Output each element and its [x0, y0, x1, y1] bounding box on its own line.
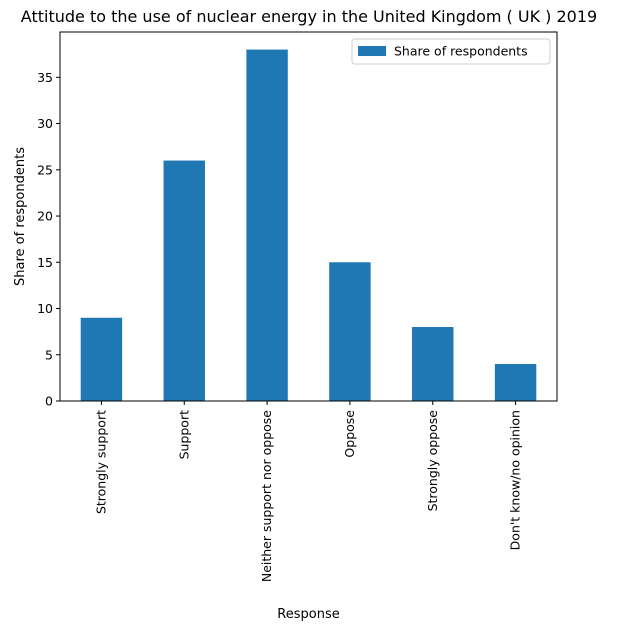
chart-title: Attitude to the use of nuclear energy in… [21, 7, 597, 26]
x-axis: Strongly support Support Neither support n… [93, 401, 523, 582]
plot-frame [59, 31, 558, 402]
bar-2 [246, 49, 288, 401]
y-axis-label: Share of respondents [13, 147, 28, 286]
x-tick-label-1: Support [176, 410, 191, 460]
x-tick-label-2: Neither support nor oppose [259, 410, 274, 582]
y-tick-label-1: 5 [45, 347, 53, 362]
bar-5 [494, 364, 537, 401]
legend: Share of respondents [351, 38, 551, 65]
y-tick-label-4: 20 [37, 209, 53, 224]
bar-0 [80, 317, 123, 401]
x-axis-label: Response [277, 607, 339, 622]
legend-label: Share of respondents [394, 44, 528, 59]
y-tick-label-3: 15 [37, 255, 53, 270]
bars-layer [80, 49, 537, 401]
bar-1 [163, 160, 205, 401]
y-tick-label-2: 10 [37, 301, 53, 316]
bar-3 [329, 262, 371, 401]
x-tick-label-0: Strongly support [93, 410, 108, 514]
x-tick-label-5: Don't know/no opinion [508, 410, 523, 550]
y-tick-label-0: 0 [45, 394, 53, 409]
legend-box [351, 38, 551, 65]
x-tick-label-3: Oppose [342, 410, 357, 458]
y-axis: 0 5 10 15 20 25 30 35 [37, 70, 60, 409]
x-tick-label-4: Strongly oppose [425, 410, 440, 512]
y-tick-label-7: 35 [37, 70, 53, 85]
bar-4 [412, 327, 454, 401]
legend-swatch [358, 46, 386, 56]
y-tick-label-6: 30 [37, 116, 53, 131]
y-tick-label-5: 25 [37, 162, 53, 177]
